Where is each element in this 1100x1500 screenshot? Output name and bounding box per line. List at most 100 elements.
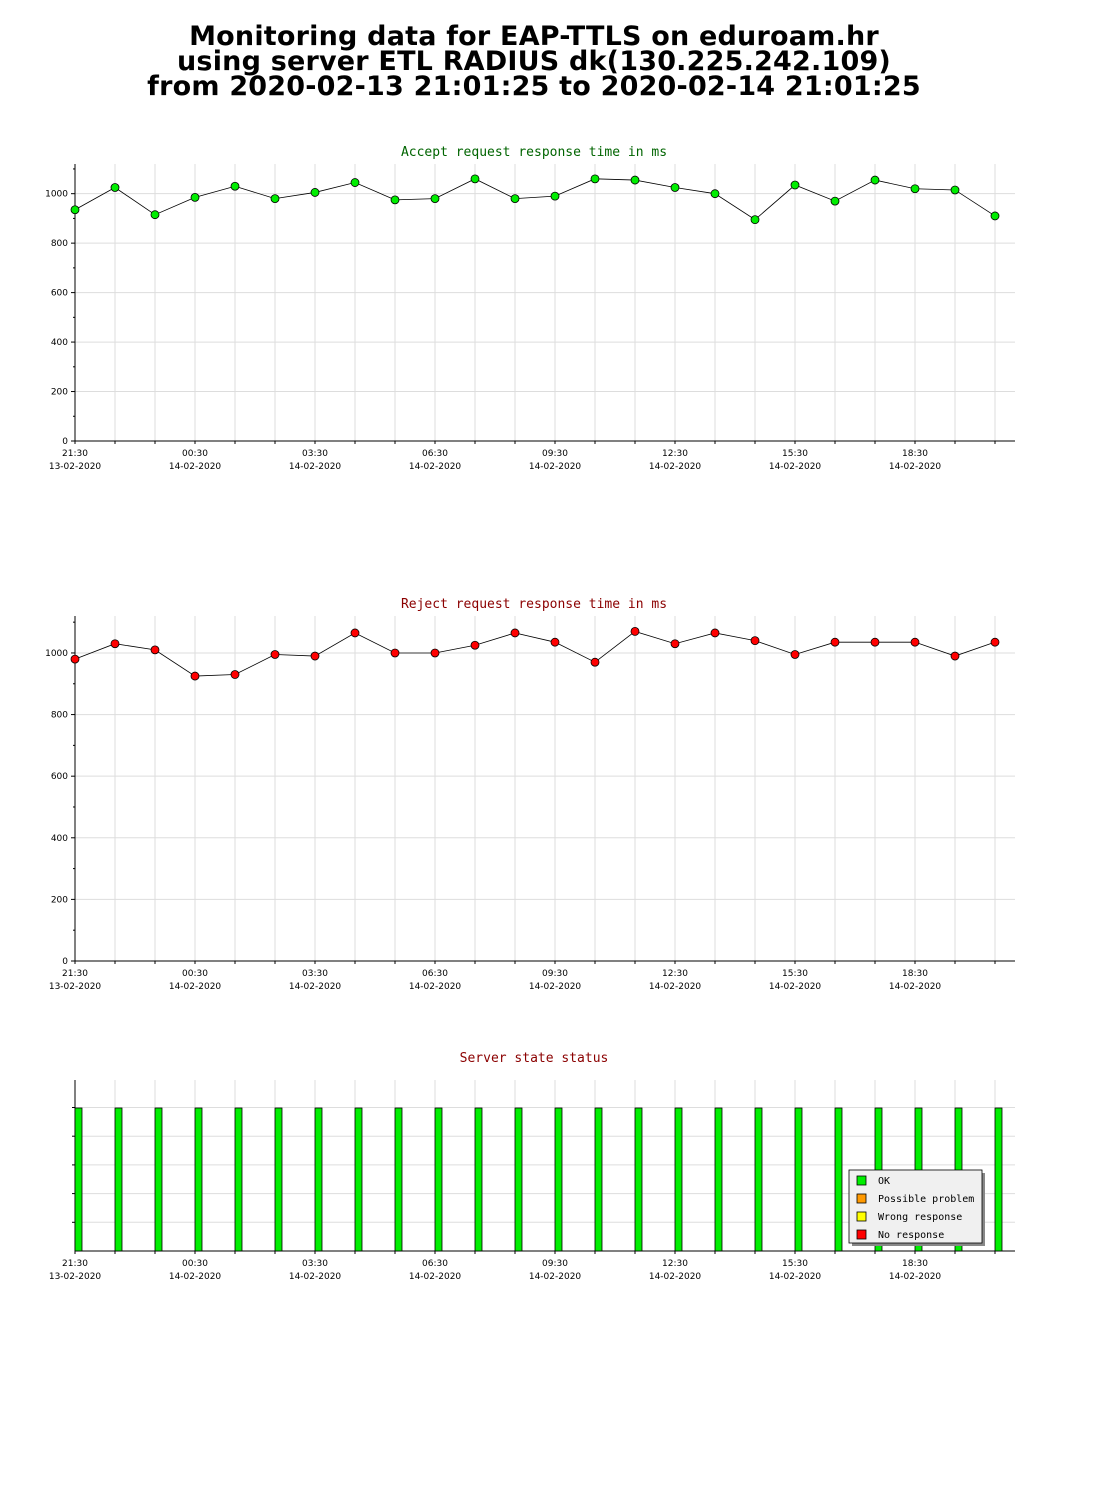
data-point xyxy=(390,648,400,658)
title-line-3: from 2020-02-13 21:01:25 to 2020-02-14 2… xyxy=(147,71,921,102)
x-tick-time-label: 00:30 xyxy=(182,449,208,459)
x-tick-date-label: 14-02-2020 xyxy=(529,462,582,472)
data-point xyxy=(710,189,720,199)
chart-title: Accept request response time in ms xyxy=(401,145,667,160)
x-tick-time-label: 03:30 xyxy=(302,1259,328,1269)
status-bar xyxy=(594,1107,603,1252)
x-tick-time-label: 18:30 xyxy=(902,449,928,459)
x-tick-time-label: 03:30 xyxy=(302,969,328,979)
x-tick-date-label: 14-02-2020 xyxy=(169,462,222,472)
status-bar xyxy=(474,1107,483,1252)
data-point xyxy=(550,191,560,201)
status-bar xyxy=(434,1107,443,1252)
x-tick-time-label: 18:30 xyxy=(902,1259,928,1269)
x-tick-date-label: 13-02-2020 xyxy=(49,1272,102,1282)
data-point xyxy=(270,194,280,204)
status-bar xyxy=(794,1107,803,1252)
x-tick-date-label: 14-02-2020 xyxy=(889,462,942,472)
data-point xyxy=(510,628,520,638)
legend-box xyxy=(848,1169,983,1244)
legend-label: OK xyxy=(878,1176,890,1187)
data-point xyxy=(750,215,760,225)
data-point xyxy=(110,639,120,649)
data-point xyxy=(350,628,360,638)
status-bar xyxy=(994,1107,1003,1252)
x-tick-time-label: 18:30 xyxy=(902,969,928,979)
legend-swatch xyxy=(856,1193,867,1204)
legend-label: No response xyxy=(878,1230,944,1241)
status-bar xyxy=(634,1107,643,1252)
data-point xyxy=(390,195,400,205)
chart-title: Reject request response time in ms xyxy=(401,597,667,612)
series-line xyxy=(74,178,996,221)
data-point xyxy=(190,192,200,202)
series-line xyxy=(74,630,996,677)
data-point xyxy=(70,654,80,664)
accept-response-chart: Accept request response time in ms 0 200 40… xyxy=(45,145,1015,472)
data-point xyxy=(830,196,840,206)
data-point xyxy=(790,180,800,190)
data-point xyxy=(590,657,600,667)
status-bar xyxy=(234,1107,243,1252)
chart-title: Server state status xyxy=(460,1051,609,1066)
x-tick-time-label: 00:30 xyxy=(182,969,208,979)
x-tick-date-label: 14-02-2020 xyxy=(769,982,822,992)
y-tick-label: 0 xyxy=(62,957,68,967)
data-point xyxy=(270,650,280,659)
data-point xyxy=(990,637,1000,647)
data-point xyxy=(350,178,360,187)
x-tick-date-label: 14-02-2020 xyxy=(649,1272,702,1282)
x-tick-time-label: 06:30 xyxy=(422,449,448,459)
data-point xyxy=(110,183,120,192)
data-point xyxy=(750,636,760,646)
data-point xyxy=(550,637,560,647)
data-point xyxy=(470,174,480,184)
data-point xyxy=(310,651,320,661)
x-tick-time-label: 09:30 xyxy=(542,449,568,459)
data-point xyxy=(150,210,160,220)
x-tick-time-label: 15:30 xyxy=(782,449,808,459)
x-tick-time-label: 03:30 xyxy=(302,449,328,459)
data-point xyxy=(870,175,880,185)
x-tick-date-label: 14-02-2020 xyxy=(649,982,702,992)
title-line-2: using server ETL RADIUS dk(130.225.242.1… xyxy=(177,46,891,77)
status-bar xyxy=(714,1107,723,1252)
y-tick-label: 1000 xyxy=(45,649,68,659)
legend-swatch xyxy=(856,1175,867,1186)
y-tick-label: 400 xyxy=(51,338,68,348)
data-point xyxy=(430,194,440,204)
x-tick-date-label: 14-02-2020 xyxy=(289,982,342,992)
x-tick-time-label: 12:30 xyxy=(662,1259,688,1269)
status-bar xyxy=(554,1107,563,1252)
data-point xyxy=(910,637,920,647)
x-tick-time-label: 09:30 xyxy=(542,969,568,979)
data-point xyxy=(630,175,640,185)
data-point xyxy=(670,639,680,649)
data-point xyxy=(590,174,600,184)
x-tick-time-label: 09:30 xyxy=(542,1259,568,1269)
y-tick-label: 0 xyxy=(62,437,68,447)
status-bar xyxy=(74,1107,83,1252)
x-tick-time-label: 12:30 xyxy=(662,449,688,459)
x-tick-time-label: 12:30 xyxy=(662,969,688,979)
status-bar xyxy=(154,1107,163,1252)
data-point xyxy=(790,650,800,659)
y-tick-label: 200 xyxy=(51,895,68,905)
data-point xyxy=(630,627,640,636)
legend-swatch xyxy=(856,1211,867,1222)
data-point xyxy=(950,185,960,195)
x-tick-date-label: 14-02-2020 xyxy=(169,982,222,992)
data-point xyxy=(70,205,80,215)
data-point xyxy=(510,194,520,204)
x-tick-time-label: 21:30 xyxy=(62,969,88,979)
legend-label: Wrong response xyxy=(878,1212,962,1223)
status-bar xyxy=(194,1107,203,1252)
status-bar xyxy=(394,1107,403,1252)
data-point xyxy=(870,637,880,647)
data-point xyxy=(230,670,240,679)
data-point xyxy=(710,628,720,638)
reject-response-chart: Reject request response time in ms 0 200 40… xyxy=(45,597,1015,992)
data-point xyxy=(990,211,1000,221)
data-point xyxy=(830,637,840,647)
status-bar xyxy=(314,1107,323,1252)
